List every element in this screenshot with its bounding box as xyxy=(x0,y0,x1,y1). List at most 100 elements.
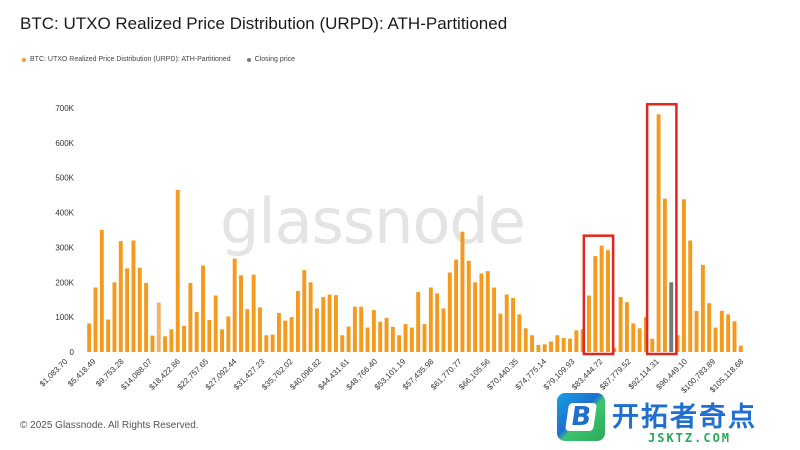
closing-price-bar xyxy=(669,282,674,352)
y-tick-label: 700K xyxy=(55,104,74,113)
urpd-bar xyxy=(403,324,408,352)
urpd-bar xyxy=(150,335,155,352)
urpd-bar xyxy=(555,335,560,352)
urpd-bar xyxy=(137,267,142,352)
y-tick-label: 600K xyxy=(55,139,74,148)
urpd-bar xyxy=(194,311,199,352)
urpd-bar xyxy=(188,282,193,352)
y-tick-label: 400K xyxy=(55,209,74,218)
urpd-bar xyxy=(378,321,383,352)
urpd-bar xyxy=(416,292,421,352)
urpd-bar xyxy=(726,314,731,352)
urpd-bar xyxy=(549,341,553,352)
urpd-bar xyxy=(606,250,610,352)
brand-logo-letter: B xyxy=(565,402,597,432)
y-tick-label: 300K xyxy=(55,243,74,252)
urpd-bar xyxy=(492,287,497,352)
urpd-bar xyxy=(144,282,149,352)
legend-swatch-urpd xyxy=(22,57,26,62)
urpd-bar xyxy=(631,323,636,352)
urpd-bar xyxy=(656,114,661,353)
urpd-bar xyxy=(327,294,332,352)
urpd-bar xyxy=(504,294,509,352)
urpd-bar xyxy=(618,296,623,352)
urpd-bar xyxy=(295,291,300,352)
brand-url: JSKTZ.COM xyxy=(648,431,732,445)
urpd-bar xyxy=(169,329,174,352)
urpd-bar xyxy=(409,327,414,352)
urpd-bar xyxy=(163,336,168,352)
urpd-bar xyxy=(713,327,718,352)
urpd-bar xyxy=(251,274,256,352)
urpd-bar xyxy=(264,335,269,352)
chart-legend: BTC: UTXO Realized Price Distribution (U… xyxy=(22,56,295,63)
urpd-bar xyxy=(587,295,591,352)
highlight-box xyxy=(645,103,678,356)
urpd-bar xyxy=(239,275,243,352)
urpd-bar xyxy=(479,273,484,352)
urpd-bar xyxy=(125,268,130,352)
urpd-bar xyxy=(681,199,686,352)
urpd-bar xyxy=(346,326,351,352)
urpd-bar xyxy=(99,230,104,352)
urpd-bar xyxy=(314,308,319,352)
y-tick-label: 100K xyxy=(55,313,74,322)
urpd-bar xyxy=(460,231,465,352)
urpd-bar xyxy=(321,296,326,352)
urpd-bar xyxy=(517,314,522,352)
urpd-bar xyxy=(599,245,604,352)
urpd-bar xyxy=(245,309,250,352)
urpd-bar xyxy=(226,316,231,352)
urpd-bar xyxy=(694,310,699,352)
urpd-bar xyxy=(707,303,712,352)
urpd-bar xyxy=(574,330,579,352)
urpd-bar xyxy=(688,240,693,352)
urpd-bar xyxy=(302,270,307,352)
urpd-bar xyxy=(498,313,503,352)
x-tick-label: $1,083.70 xyxy=(38,357,70,389)
urpd-bar xyxy=(232,258,237,352)
urpd-bar xyxy=(466,260,471,352)
urpd-bar xyxy=(283,320,288,352)
urpd-bar xyxy=(371,310,376,352)
urpd-bar xyxy=(662,198,667,352)
highlight-box xyxy=(582,234,615,356)
urpd-bar xyxy=(700,264,705,352)
urpd-bar xyxy=(352,306,357,352)
urpd-bar xyxy=(454,259,459,352)
urpd-bar xyxy=(340,335,345,352)
copyright-footer: © 2025 Glassnode. All Rights Reserved. xyxy=(20,420,199,431)
urpd-bar xyxy=(511,297,516,352)
brand-name: 开拓者奇点 xyxy=(612,402,757,433)
urpd-bar xyxy=(359,306,364,352)
y-tick-label: 200K xyxy=(55,278,74,287)
urpd-bar xyxy=(719,310,724,352)
urpd-bar xyxy=(441,308,446,352)
urpd-bar xyxy=(523,328,528,352)
x-tick-label: $5,418.49 xyxy=(66,357,98,389)
urpd-bar xyxy=(131,240,136,352)
urpd-bar xyxy=(650,338,655,352)
urpd-bar xyxy=(270,334,275,352)
legend-item-closing[interactable]: Closing price xyxy=(246,56,296,63)
urpd-bar xyxy=(201,265,206,352)
legend-label-closing: Closing price xyxy=(254,56,296,63)
urpd-bar xyxy=(568,338,572,352)
urpd-bar xyxy=(175,189,180,352)
urpd-bar xyxy=(428,287,433,352)
urpd-bar xyxy=(435,293,440,352)
urpd-bar xyxy=(624,302,629,352)
legend-item-urpd[interactable]: BTC: UTXO Realized Price Distribution (U… xyxy=(22,56,231,63)
urpd-bar xyxy=(738,345,743,352)
urpd-bar xyxy=(390,326,395,352)
urpd-bar xyxy=(447,272,452,352)
legend-label-urpd: BTC: UTXO Realized Price Distribution (U… xyxy=(30,56,231,63)
urpd-bar xyxy=(220,329,224,352)
urpd-bar xyxy=(87,323,92,352)
urpd-bar xyxy=(213,295,218,352)
urpd-bar xyxy=(118,241,123,352)
urpd-bar xyxy=(485,271,490,352)
page-title: BTC: UTXO Realized Price Distribution (U… xyxy=(20,14,508,33)
urpd-bar xyxy=(384,317,389,352)
